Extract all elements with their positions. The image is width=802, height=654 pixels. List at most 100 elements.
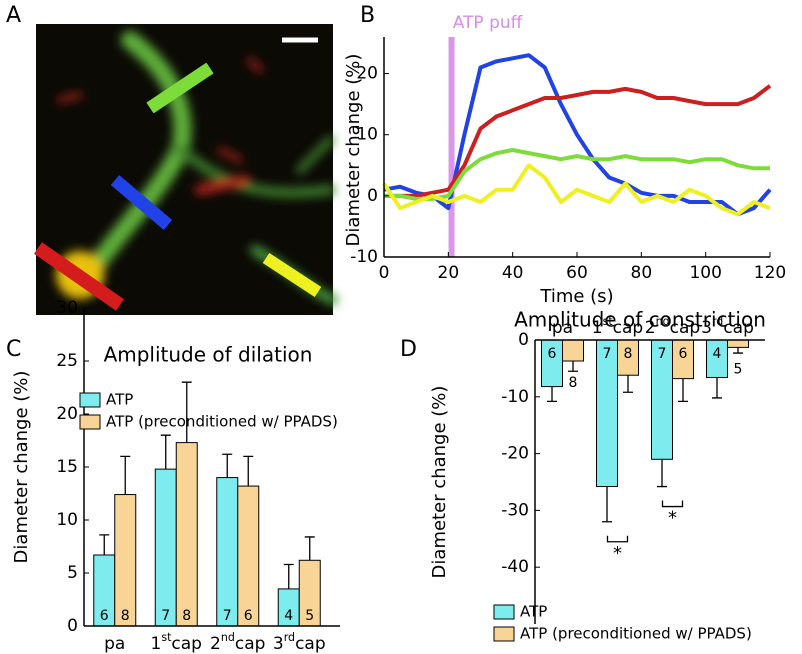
y-tick-label: 0: [518, 330, 529, 350]
sample-size: 5: [305, 608, 314, 624]
error-bar: [657, 459, 667, 488]
y-tick-label: 0: [367, 186, 378, 206]
error-bar: [547, 386, 557, 402]
category-label: 1stcap: [592, 315, 643, 338]
micrograph: [34, 24, 338, 315]
bar: [562, 339, 584, 362]
chart-title: Amplitude of constriction: [514, 308, 766, 332]
stimulus-band: [448, 37, 455, 257]
sample-size: 7: [658, 346, 667, 362]
bar: [114, 494, 137, 627]
sample-size: 5: [734, 361, 743, 377]
bar: [727, 339, 749, 348]
category-label: 3rdcap: [701, 315, 754, 338]
sample-size: 8: [569, 375, 578, 391]
y-axis-label: Diameter change (%): [429, 386, 450, 579]
line-scan-yellow: [262, 252, 322, 298]
error-bar: [283, 563, 294, 589]
legend-swatch: [79, 392, 101, 408]
sample-size: 8: [182, 608, 191, 624]
legend-swatch: [493, 604, 515, 620]
legend-label: ATP: [106, 391, 133, 409]
y-tick-label: -20: [501, 444, 529, 464]
y-tick-label: 20: [356, 64, 378, 84]
sample-size: 8: [624, 346, 633, 362]
bar: [237, 485, 260, 627]
line-scan-green: [146, 62, 214, 114]
legend-label: ATP (preconditioned w/ PPADS): [520, 625, 752, 643]
legend-label: ATP (preconditioned w/ PPADS): [106, 413, 338, 431]
sample-size: 7: [603, 346, 612, 362]
y-tick-label: -10: [350, 247, 378, 267]
y-tick-label: 10: [56, 510, 78, 530]
x-tick-label: 120: [754, 263, 786, 283]
y-tick-label: 20: [56, 404, 78, 424]
error-bar: [181, 381, 192, 443]
bar: [175, 442, 198, 627]
category-label: 2ndcap: [210, 631, 265, 654]
line-scan-red: [34, 242, 124, 311]
line-scan-blue: [110, 175, 173, 230]
y-tick-label: 5: [67, 563, 78, 583]
annotation: ATP puff: [453, 13, 524, 33]
x-tick-label: 20: [438, 263, 460, 283]
sample-size: 7: [161, 608, 170, 624]
panel-label: C: [6, 337, 21, 362]
series-line: [383, 53, 772, 217]
category-label: 3rdcap: [273, 631, 326, 654]
sample-size: 4: [713, 346, 722, 362]
error-bar: [304, 536, 315, 561]
error-bar: [160, 434, 171, 470]
legend-swatch: [79, 414, 101, 430]
y-tick-label: -40: [501, 557, 529, 577]
sample-size: 8: [121, 608, 130, 624]
sample-size: 6: [100, 608, 109, 624]
y-tick-label: 15: [56, 457, 78, 477]
y-tick-label: 0: [67, 616, 78, 636]
legend-swatch: [493, 626, 515, 642]
x-tick-label: 60: [566, 263, 588, 283]
panel-label: B: [360, 3, 375, 28]
sample-size: 6: [679, 346, 688, 362]
significance-bracket: [661, 500, 684, 508]
sample-size: 7: [223, 608, 232, 624]
series-line: [384, 84, 772, 198]
chart-title: Amplitude of dilation: [104, 343, 313, 367]
sample-size: 6: [244, 608, 253, 624]
error-bar: [99, 534, 110, 555]
error-bar: [733, 347, 743, 354]
error-bar: [243, 455, 254, 487]
error-bar: [678, 378, 688, 402]
category-label: 2ndcap: [645, 315, 700, 338]
y-tick-label: -30: [501, 500, 529, 520]
bar: [216, 477, 239, 627]
error-bar: [623, 375, 633, 393]
error-bar: [568, 361, 578, 372]
error-bar: [712, 377, 722, 399]
x-axis-label: Time (s): [539, 286, 613, 307]
panel-label: A: [6, 3, 21, 28]
panel-label: D: [400, 337, 417, 362]
y-tick-label: 25: [56, 351, 78, 371]
y-axis-label: Diameter change (%): [343, 54, 364, 247]
y-tick-label: 30: [56, 298, 78, 318]
series-line: [382, 163, 771, 217]
error-bar: [222, 453, 233, 478]
x-tick-label: 40: [502, 263, 524, 283]
category-label: pa: [104, 634, 125, 654]
significance-bracket: [606, 535, 629, 543]
y-axis-label: Diameter change (%): [11, 371, 32, 564]
x-tick-label: 100: [689, 263, 721, 283]
error-bar: [602, 486, 612, 523]
x-tick-label: 80: [631, 263, 653, 283]
sample-size: 6: [548, 346, 557, 362]
significance-mark: *: [613, 543, 622, 564]
significance-mark: *: [668, 508, 677, 529]
series-line: [384, 148, 770, 201]
y-tick-label: -10: [501, 387, 529, 407]
y-tick-label: 10: [356, 125, 378, 145]
category-label: pa: [552, 318, 573, 338]
sample-size: 4: [284, 608, 293, 624]
legend-label: ATP: [520, 603, 547, 621]
